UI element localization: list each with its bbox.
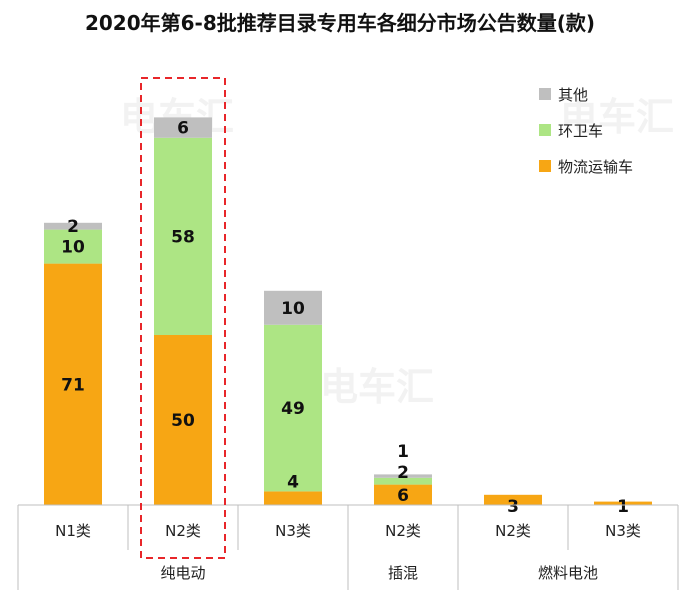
legend-label: 物流运输车 xyxy=(558,158,633,176)
bar-segment xyxy=(374,484,432,505)
data-label: 4 xyxy=(287,472,299,492)
watermarks: 电车汇 电车汇 电车汇 xyxy=(120,95,674,409)
chart-title: 2020年第6-8批推荐目录专用车各细分市场公告数量(款) xyxy=(85,11,595,35)
legend-swatch xyxy=(539,124,551,136)
bar-segment xyxy=(264,290,322,325)
bar-segment xyxy=(154,335,212,505)
data-label: 58 xyxy=(171,227,195,247)
tick-label: N2类 xyxy=(495,522,531,540)
watermark: 电车汇 xyxy=(320,365,434,409)
data-label: 1 xyxy=(397,442,409,462)
data-label: 3 xyxy=(507,497,519,517)
bar-segment xyxy=(264,324,322,492)
legend-label: 其他 xyxy=(558,86,588,104)
tick-label: N3类 xyxy=(275,522,311,540)
data-label: 10 xyxy=(61,238,85,258)
watermark: 电车汇 xyxy=(560,95,674,139)
data-label: 71 xyxy=(61,375,85,395)
bar-segment xyxy=(154,117,212,138)
group-label: 燃料电池 xyxy=(538,564,598,582)
bar-segment xyxy=(44,229,102,264)
data-label: 50 xyxy=(171,411,195,431)
highlight-box xyxy=(140,77,226,559)
group-label: 纯电动 xyxy=(160,564,205,582)
bars xyxy=(44,117,652,505)
tick-label: N2类 xyxy=(385,522,421,540)
legend-swatch xyxy=(539,88,551,100)
legend-label: 环卫车 xyxy=(558,122,603,140)
bar-segment xyxy=(44,263,102,505)
tick-label: N2类 xyxy=(165,522,201,540)
data-label: 1 xyxy=(617,497,629,517)
legend-swatch xyxy=(539,160,551,172)
bar-segment xyxy=(264,491,322,505)
bar-segment xyxy=(154,137,212,335)
bar-segment xyxy=(374,477,432,485)
data-label: 6 xyxy=(397,486,409,506)
data-label: 6 xyxy=(177,119,189,139)
bar-segment xyxy=(374,474,432,478)
bar-segment xyxy=(594,501,652,505)
data-label: 49 xyxy=(281,399,305,419)
group-label: 插混 xyxy=(388,564,418,582)
data-label: 2 xyxy=(397,463,409,483)
tick-label: N1类 xyxy=(55,522,91,540)
bar-segment xyxy=(484,494,542,505)
data-label: 2 xyxy=(67,217,79,237)
bar-segment xyxy=(44,222,102,230)
tick-label: N3类 xyxy=(605,522,641,540)
data-label: 10 xyxy=(281,299,305,319)
